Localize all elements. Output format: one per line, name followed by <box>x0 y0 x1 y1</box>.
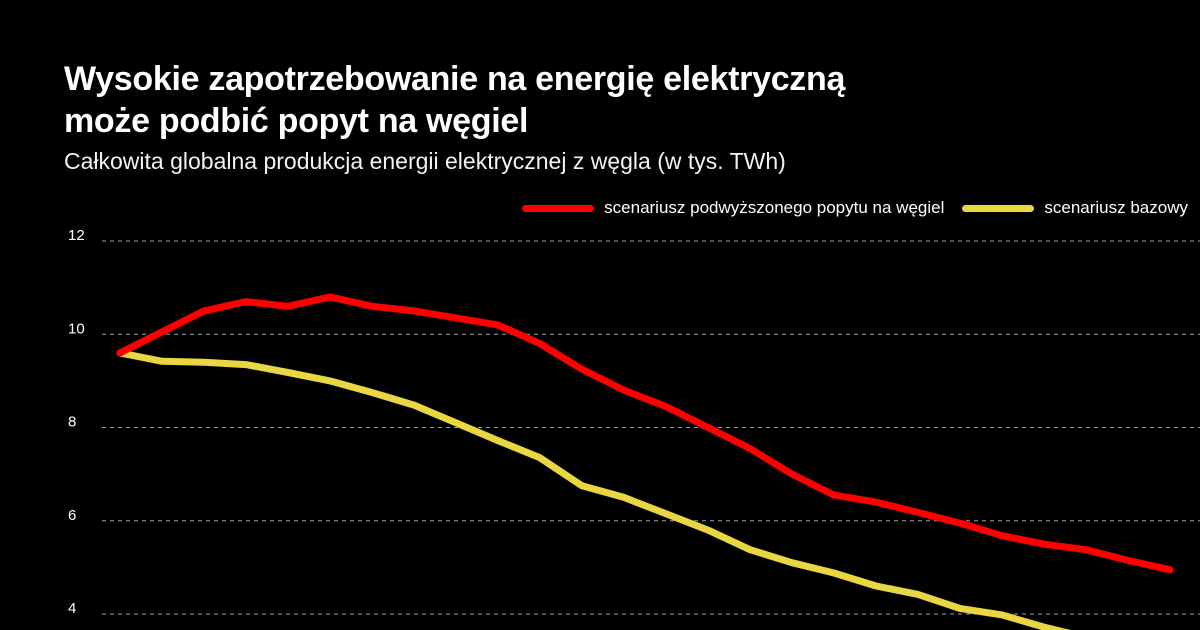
chart-legend: scenariusz podwyższonego popytu na węgie… <box>504 198 1188 218</box>
y-tick-label-4: 4 <box>68 600 76 617</box>
y-tick-label-6: 6 <box>68 507 76 524</box>
legend-swatch-high <box>522 204 595 212</box>
y-tick-label-8: 8 <box>68 414 76 431</box>
grid-layer: 4 6 8 10 12 <box>68 227 1200 617</box>
chart-subtitle: Całkowita globalna produkcja energii ele… <box>64 148 786 174</box>
legend-label-base: scenariusz bazowy <box>1044 198 1188 217</box>
chart-title-line-2: może podbić popyt na węgiel <box>64 102 529 140</box>
series-line-high-scenario <box>116 293 1174 574</box>
legend-item-high: scenariusz podwyższonego popytu na węgie… <box>522 198 944 218</box>
legend-label-high: scenariusz podwyższonego popytu na węgie… <box>604 198 945 217</box>
chart-title-line-1: Wysokie zapotrzebowanie na energię elekt… <box>64 60 846 98</box>
y-tick-label-12: 12 <box>68 227 85 244</box>
legend-item-base: scenariusz bazowy <box>962 198 1188 218</box>
chart-title: Wysokie zapotrzebowanie na energię elekt… <box>64 58 845 142</box>
legend-swatch-base <box>962 204 1035 212</box>
series-layer <box>116 293 1174 630</box>
y-tick-label-10: 10 <box>68 320 85 337</box>
series-line-base-scenario <box>116 349 1071 630</box>
